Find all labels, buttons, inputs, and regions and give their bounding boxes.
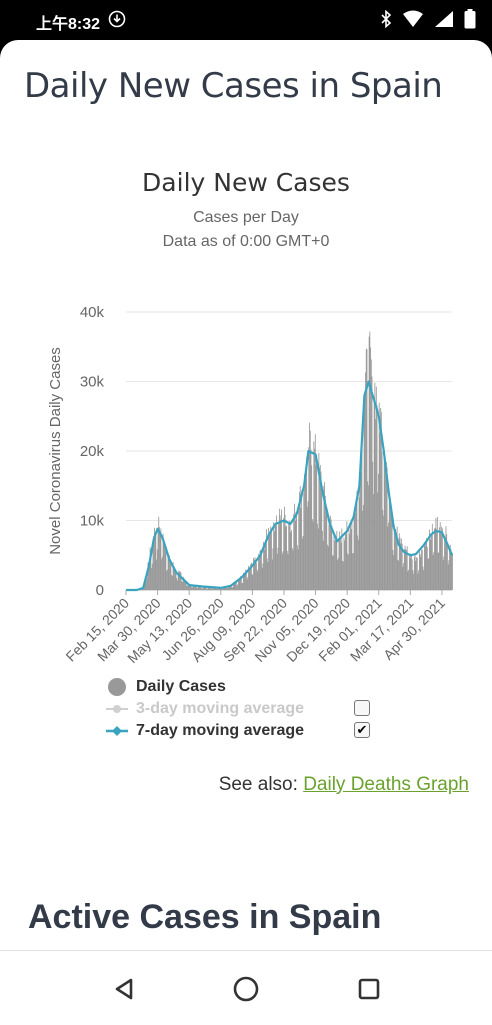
see-also-label: See also:	[219, 774, 298, 795]
y-axis-label: Novel Coronavirus Daily Cases	[47, 347, 64, 555]
recents-icon[interactable]	[355, 975, 383, 1003]
chart-legend: Daily Cases 3-day moving average 7-day m…	[106, 676, 406, 742]
three-day-checkbox[interactable]	[354, 700, 370, 716]
gray-circle-icon	[106, 676, 128, 698]
battery-icon	[464, 9, 476, 29]
line-marker-icon	[106, 720, 128, 742]
y-tick-label: 40k	[80, 304, 105, 321]
legend-label-three-day: 3-day moving average	[136, 700, 304, 718]
chart-subtitle: Cases per Day	[0, 209, 492, 227]
daily-deaths-link[interactable]: Daily Deaths Graph	[303, 774, 469, 795]
daily-case-bar	[452, 553, 453, 590]
status-bar: 上午8:32	[0, 0, 492, 40]
wifi-icon	[402, 10, 424, 28]
status-time: 上午8:32	[36, 10, 100, 34]
line-marker-icon	[106, 698, 128, 720]
next-section-heading: Active Cases in Spain	[28, 898, 381, 937]
see-also: See also: Daily Deaths Graph	[219, 774, 469, 796]
chart-data-date: Data as of 0:00 GMT+0	[0, 233, 492, 251]
seven-day-checkbox[interactable]: ✔	[354, 722, 370, 738]
legend-item-daily-cases[interactable]: Daily Cases	[106, 676, 406, 698]
download-notification-icon	[108, 10, 126, 28]
legend-label-daily: Daily Cases	[136, 678, 226, 696]
signal-icon	[434, 10, 454, 28]
y-tick-label: 20k	[80, 443, 105, 460]
chart-title: Daily New Cases	[0, 168, 492, 197]
legend-label-seven-day: 7-day moving average	[136, 722, 304, 740]
back-icon[interactable]	[111, 975, 139, 1003]
y-tick-label: 30k	[80, 374, 105, 391]
navigation-bar	[0, 950, 492, 1025]
y-tick-label: 10k	[80, 513, 105, 530]
y-tick-label: 0	[96, 582, 104, 599]
bluetooth-icon	[380, 10, 392, 28]
status-icons	[380, 9, 476, 29]
page-title: Daily New Cases in Spain	[24, 66, 442, 106]
legend-item-seven-day[interactable]: 7-day moving average ✔	[106, 720, 406, 742]
home-icon[interactable]	[232, 975, 260, 1003]
legend-item-three-day[interactable]: 3-day moving average	[106, 698, 406, 720]
